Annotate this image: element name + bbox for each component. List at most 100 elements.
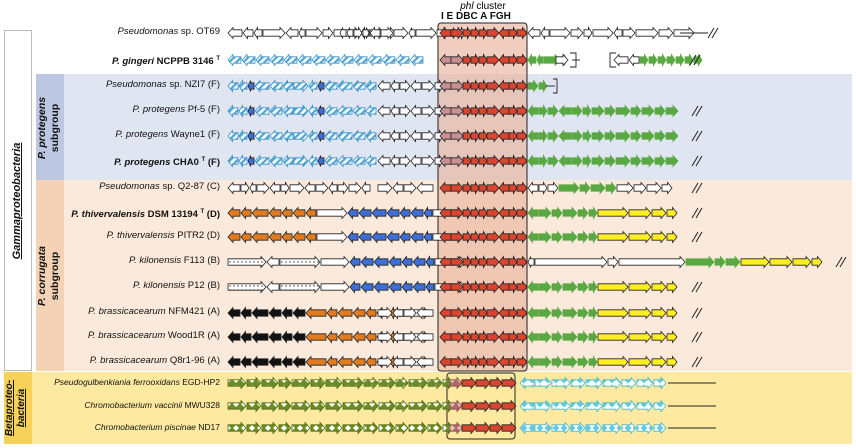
gene-arrow-icon [551,306,563,320]
gene-arrow-icon [320,280,350,294]
strain-label: P. brassicacearum NFM421 (A) [88,306,220,317]
gene-arrow-icon [240,330,252,344]
gene-arrow-icon [478,255,488,269]
gene-arrow-icon [305,355,327,369]
gene-arrow-icon [427,399,443,413]
gene-arrow-icon [246,376,262,390]
strain-label: P. kilonensis F113 (B) [129,255,220,266]
beta-label-panel [4,372,32,444]
gene-arrow-icon [628,206,652,220]
gene-arrow-icon [352,104,366,118]
gene-arrow-icon [462,129,472,143]
gene-arrow-icon [317,105,325,117]
gene-arrow-icon [562,280,578,294]
gene-arrow-icon [562,306,578,320]
strain-label: Chromobacterium piscinae ND17 [94,422,220,432]
gene-arrow-icon [227,53,242,67]
gene-arrow-icon [516,79,528,93]
gene-arrow-icon [326,355,338,369]
gene-arrow-icon [577,355,589,369]
gene-arrow-icon [399,206,411,220]
break-mark-icon [707,27,715,39]
gene-arrow-icon [486,306,500,320]
gene-arrow-icon [570,26,584,40]
gene-arrow-icon [238,154,248,168]
gene-arrow-icon [393,26,409,40]
gene-arrow-icon [498,230,510,244]
gene-arrow-icon [269,53,284,67]
gene-arrow-icon [461,421,477,435]
break-mark-icon [691,207,699,219]
gene-arrow-icon [585,399,603,413]
gene-arrow-icon [651,206,667,220]
gene-arrow-icon [654,154,666,168]
gene-arrow-icon [666,230,678,244]
gene-arrow-icon [516,330,528,344]
gene-arrow-icon [570,399,586,413]
gene-arrow-icon [666,355,678,369]
gene-arrow-icon [352,79,366,93]
gene-arrow-icon [449,421,463,435]
gene-arrow-icon [346,27,354,39]
gene-arrow-icon [365,154,377,168]
gene-arrow-icon [281,306,293,320]
gene-arrow-icon [369,26,381,40]
gene-arrow-icon [310,399,326,413]
gene-arrow-icon [470,53,480,67]
gene-arrow-icon [310,376,326,390]
gene-arrow-icon [534,421,552,435]
gene-arrow-icon [308,79,318,93]
gene-arrow-icon [325,53,340,67]
bracket-mark [609,52,616,68]
gene-arrow-icon [410,154,422,168]
gene-arrow-icon [353,26,363,40]
gene-arrow-icon [628,280,652,294]
gene-arrow-icon [421,129,435,143]
break-mark-icon [691,105,699,117]
gene-arrow-icon [615,154,631,168]
gene-arrow-icon [377,306,393,320]
gene-arrow-icon [615,104,631,118]
gene-arrow-icon [478,53,488,67]
gene-arrow-icon [508,255,518,269]
gene-arrow-icon [283,53,298,67]
gene-arrow-icon [597,330,629,344]
gene-arrow-icon [534,376,552,390]
gene-arrow-icon [450,306,464,320]
gene-arrow-icon [489,421,503,435]
gene-arrow-icon [450,206,464,220]
break-mark-icon [711,27,719,39]
gene-arrow-icon [328,181,338,195]
gene-arrow-icon [478,355,488,369]
gene-arrow-icon [378,376,396,390]
gene-arrow-icon [403,355,417,369]
gene-arrow-icon [227,154,239,168]
gene-arrow-icon [470,330,480,344]
gene-arrow-icon [449,376,463,390]
gene-arrow-icon [547,181,559,195]
gene-arrow-icon [654,129,666,143]
gene-arrow-icon [478,206,488,220]
gene-arrow-icon [470,306,480,320]
strain-label: Pseudomonas sp. NZI7 (F) [105,79,220,90]
gene-arrow-icon [337,104,353,118]
gene-arrow-icon [280,181,290,195]
gene-arrow-icon [470,26,480,40]
gene-arrow-icon [538,280,552,294]
cluster-title-italic: phl [460,1,474,12]
gene-arrow-icon [293,129,309,143]
gene-arrow-icon [597,280,629,294]
gene-arrow-icon [293,154,309,168]
gene-arrow-icon [399,230,411,244]
gene-arrow-icon [326,306,338,320]
gene-arrow-icon [591,154,605,168]
gene-arrow-icon [538,355,552,369]
gene-arrow-icon [325,399,343,413]
strain-label: P. protegens Wayne1 (F) [115,129,220,140]
gene-arrow-icon [538,181,548,195]
gene-arrow-icon [261,376,279,390]
gene-arrow-icon [577,230,589,244]
gene-arrow-icon [395,399,409,413]
gene-arrow-icon [360,255,374,269]
gene-arrow-icon [516,206,528,220]
